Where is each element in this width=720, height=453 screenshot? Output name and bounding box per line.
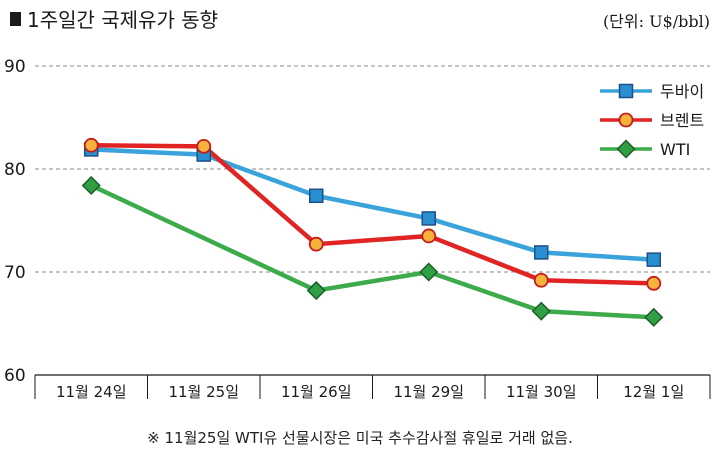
y-tick-label: 90 — [4, 57, 26, 77]
x-tick-label: 11월 26일 — [281, 383, 352, 401]
data-point-wti — [306, 280, 326, 301]
legend-marker-dubai — [618, 83, 634, 99]
x-tick-label: 11월 29일 — [393, 383, 464, 401]
data-point-brent — [196, 138, 212, 154]
data-point-brent — [308, 236, 324, 252]
y-axis: 60 70 80 90 — [4, 57, 26, 386]
series-line-dubai — [91, 147, 654, 262]
chart-title-text: 1주일간 국제유가 동향 — [27, 8, 219, 32]
x-tick-label: 11월 24일 — [56, 383, 127, 401]
data-point-wti — [419, 262, 439, 282]
data-point-dubai — [534, 245, 549, 260]
x-tick-label: 11월 30일 — [506, 383, 577, 401]
data-point-wti — [81, 175, 101, 196]
data-point-brent — [83, 137, 99, 153]
chart-title: 1주일간 국제유가 동향 — [10, 4, 218, 33]
legend-marker-wti — [616, 139, 636, 159]
grid — [35, 65, 710, 273]
data-point-wti — [644, 307, 664, 327]
legend-label: WTI — [660, 140, 690, 159]
data-point-brent — [533, 272, 549, 288]
data-point-dubai — [421, 211, 436, 226]
data-point-brent — [646, 275, 662, 291]
y-tick-label: 60 — [4, 366, 26, 386]
x-axis: 11월 24일 11월 25일 11월 26일 11월 29일 11월 30일 12월 1… — [34, 374, 711, 401]
title-bullet-icon — [10, 11, 21, 26]
unit-label: (단위: U$/bbl) — [602, 12, 710, 31]
legend-label: 브렌트 — [660, 111, 704, 130]
footnote: ※ 11월25일 WTI유 선물시장은 미국 추수감사절 휴일로 거래 없음. — [147, 429, 573, 447]
data-point-wti — [531, 301, 551, 321]
data-point-dubai — [646, 252, 661, 267]
series-group — [81, 137, 664, 327]
series-line-brent — [91, 143, 654, 286]
legend-marker-brent — [618, 112, 634, 128]
y-tick-label: 80 — [4, 160, 26, 180]
x-tick-label: 11월 25일 — [168, 383, 239, 401]
data-point-dubai — [309, 188, 324, 204]
data-point-brent — [421, 228, 437, 244]
y-tick-label: 70 — [4, 263, 26, 283]
legend-label: 두바이 — [660, 82, 704, 101]
x-tick-label: 12월 1일 — [623, 383, 684, 401]
